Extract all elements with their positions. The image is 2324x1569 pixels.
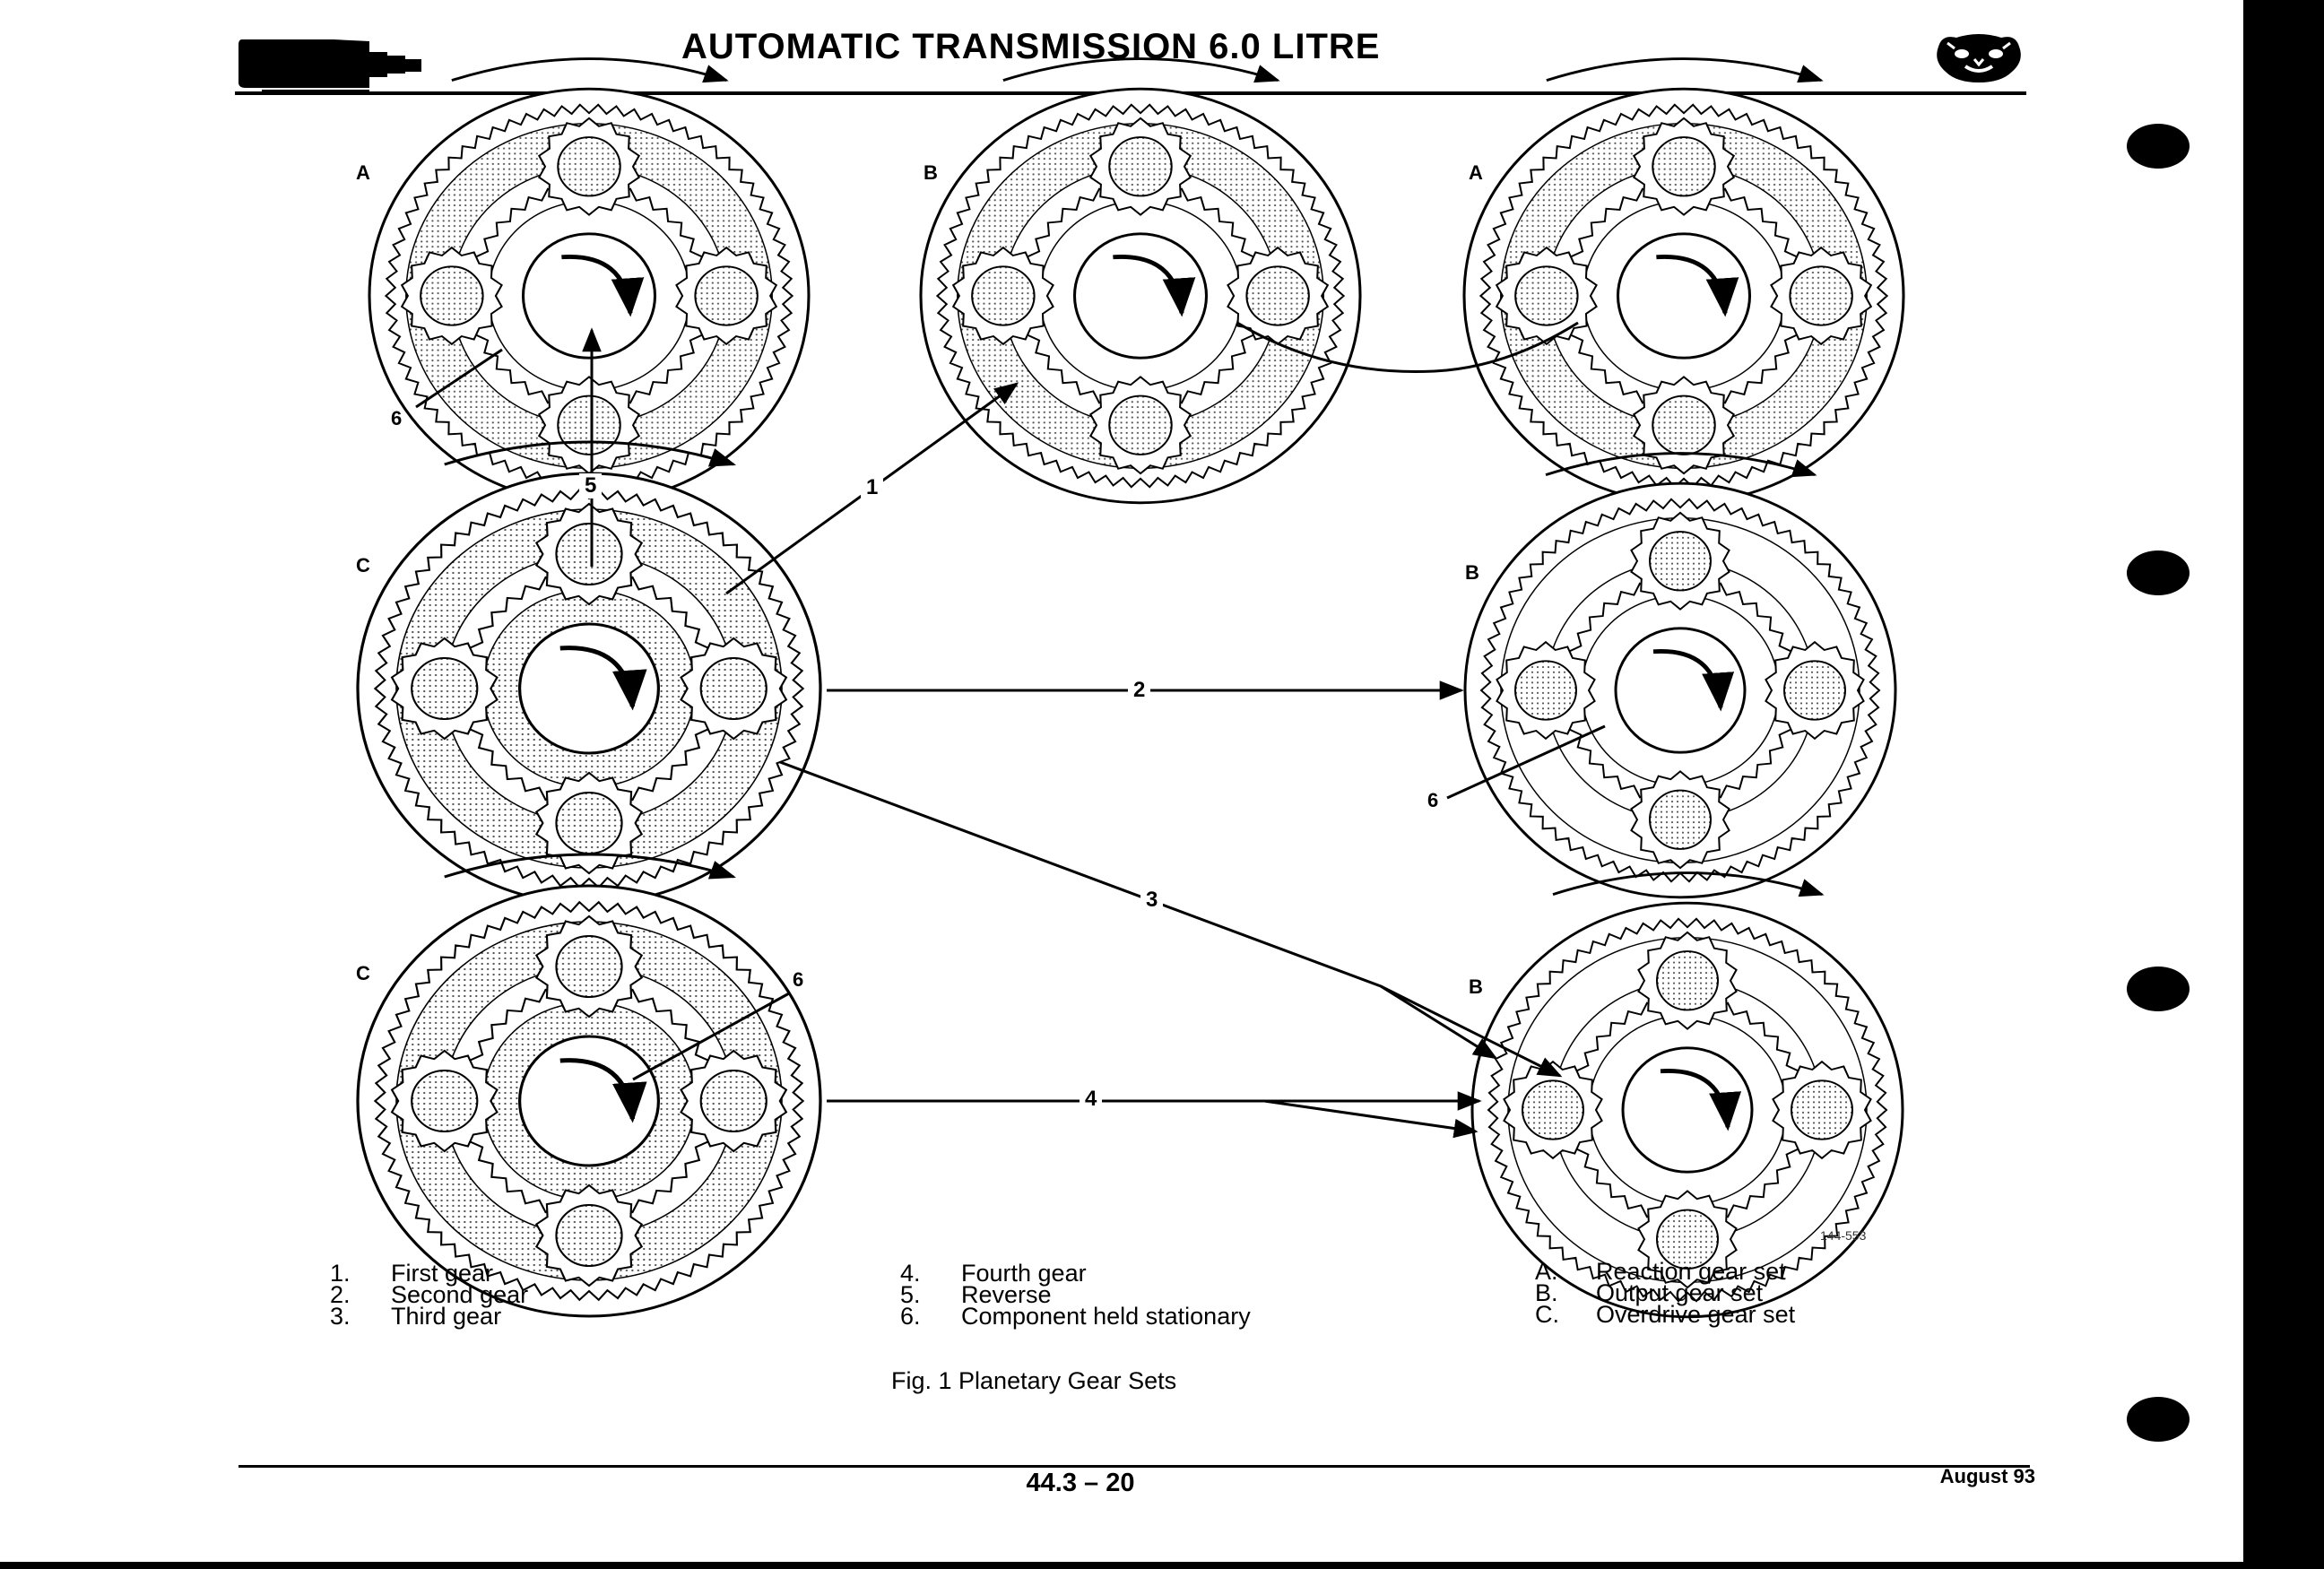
planetary-gear-diagram (356, 57, 1905, 1319)
gear-set-output-b3 (1470, 871, 1904, 1319)
figure-reference-code: 144-553 (1820, 1228, 1867, 1243)
legend-item: 1. First gear (330, 1260, 494, 1287)
figure-caption: Fig. 1 Planetary Gear Sets (891, 1367, 1177, 1394)
connector-fourth-gear-branch (1263, 1099, 1479, 1139)
leader-stationary-a1 (415, 348, 503, 409)
stationary-label: 6 (793, 968, 804, 991)
panel-label-reaction-a2: A (1469, 161, 1483, 184)
gear-set-reaction-a2 (1462, 57, 1905, 505)
panel-label-overdrive-c1: C (356, 554, 370, 576)
panel-label-output-b1: B (924, 161, 938, 184)
panel-label-output-b3: B (1469, 975, 1483, 998)
legend-gears: 1. First gear 2. Second gear 3. Third gear (330, 1260, 732, 1330)
binder-hole (2127, 550, 2190, 595)
gear-set-overdrive-c1 (356, 440, 822, 906)
legend-item: 5. Reverse (900, 1281, 1052, 1308)
connector-output-to-reaction (1236, 321, 1579, 373)
legend-item: A. Reaction gear set (1535, 1258, 1786, 1285)
legend-item: C. Overdrive gear set (1535, 1301, 1796, 1328)
scan-border-right (2243, 0, 2324, 1569)
leader-stationary-b2 (1446, 724, 1606, 800)
panel-label-overdrive-c2: C (356, 962, 370, 984)
arrow-label-first-gear: 1 (861, 475, 884, 500)
gear-set-output-b2 (1463, 452, 1897, 899)
panel-label-output-b2: B (1465, 561, 1479, 584)
binder-hole (2127, 1397, 2190, 1442)
gear-set-output-b1 (919, 57, 1362, 505)
legend-gear-sets: A. Reaction gear set B. Output gear set C.… (1535, 1258, 1937, 1328)
legend-item: 2. Second gear (330, 1281, 529, 1308)
panel-label-reaction-a1: A (356, 161, 370, 184)
page-date: August 93 (1939, 1465, 2035, 1487)
legend-item: B. Output gear set (1535, 1279, 1764, 1306)
connector-third-gear-branch (1380, 984, 1563, 1078)
legend-item: 4. Fourth gear (900, 1260, 1087, 1287)
footer-rule (238, 1465, 2030, 1468)
legend-gears-2: 4. Fourth gear 5. Reverse 6. Component held… (900, 1260, 1302, 1330)
stationary-label: 6 (391, 407, 403, 429)
legend-item: 3. Third gear (330, 1303, 502, 1330)
jaguar-head-logo-icon (1929, 30, 2028, 89)
leader-stationary-c2 (632, 992, 790, 1081)
page-title: AUTOMATIC TRANSMISSION 6.0 LITRE (681, 27, 1381, 66)
arrow-label-fourth-gear: 4 (1080, 1087, 1103, 1112)
stationary-label: 6 (1427, 789, 1439, 811)
arrow-label-third-gear: 3 (1140, 888, 1164, 913)
binder-hole (2127, 967, 2190, 1011)
gear-set-overdrive-c2 (356, 853, 822, 1318)
gear-set-reaction-a1 (368, 57, 811, 505)
arrow-label-reverse: 5 (579, 473, 603, 498)
legend-item: 6. Component held stationary (900, 1303, 1251, 1330)
connector-third-gear (779, 760, 1498, 1060)
page-number: 44.3 – 20 (1026, 1469, 1135, 1497)
scan-border-bottom (0, 1562, 2324, 1569)
arrow-label-second-gear: 2 (1128, 678, 1151, 703)
binder-hole (2127, 124, 2190, 169)
